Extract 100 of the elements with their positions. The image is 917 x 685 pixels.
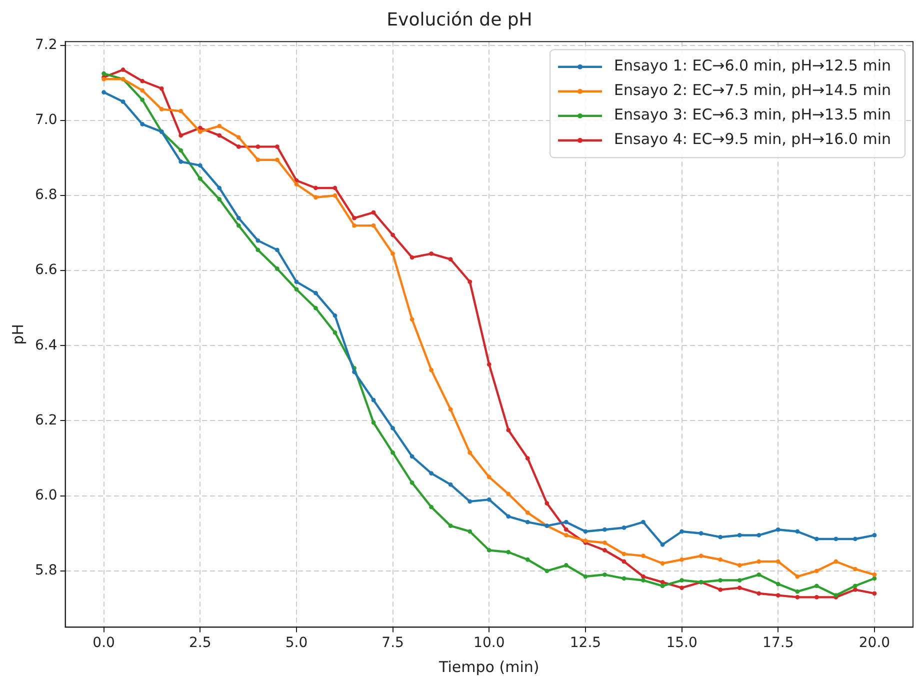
point — [371, 398, 376, 402]
point — [410, 317, 414, 322]
point — [814, 584, 819, 588]
point — [468, 280, 472, 284]
point — [217, 124, 222, 128]
point — [352, 223, 356, 228]
point — [332, 186, 338, 190]
point — [872, 572, 877, 577]
point — [622, 552, 626, 556]
point — [525, 520, 530, 524]
point — [660, 542, 665, 547]
point — [429, 471, 434, 476]
point — [314, 306, 318, 310]
point — [795, 594, 800, 600]
point — [680, 557, 684, 562]
y-tick-label: 6.4 — [35, 337, 58, 354]
point — [525, 456, 530, 460]
point — [410, 480, 414, 485]
point — [737, 563, 742, 568]
point — [506, 514, 511, 519]
point — [641, 554, 646, 558]
point — [332, 330, 338, 335]
point — [486, 548, 492, 552]
point — [468, 499, 472, 504]
point — [468, 529, 472, 534]
point — [486, 497, 492, 502]
point — [834, 536, 838, 542]
point — [602, 548, 607, 552]
y-tick-label: 7.0 — [35, 112, 58, 128]
point — [236, 223, 241, 228]
point — [198, 129, 202, 134]
point — [506, 428, 511, 432]
point — [583, 574, 588, 579]
point — [120, 68, 126, 72]
point — [718, 578, 723, 582]
legend-label: Ensayo 2: EC→7.5 min, pH→14.5 min — [614, 81, 892, 100]
point — [352, 370, 356, 374]
point — [314, 290, 318, 296]
point — [776, 527, 780, 532]
point — [756, 572, 762, 577]
point — [217, 133, 222, 138]
x-tick-label: 20.0 — [858, 635, 890, 652]
point — [314, 186, 318, 190]
point — [448, 482, 453, 487]
point — [178, 133, 184, 138]
point — [872, 533, 877, 538]
point — [814, 568, 819, 574]
point — [641, 574, 646, 579]
point — [448, 407, 453, 412]
point — [390, 450, 395, 455]
point — [641, 578, 646, 582]
point — [332, 193, 338, 198]
point — [737, 586, 742, 590]
point — [795, 574, 800, 579]
point — [564, 533, 568, 538]
point — [332, 313, 338, 318]
point — [776, 582, 780, 586]
y-axis-title: pH — [8, 324, 27, 345]
point — [275, 158, 280, 162]
point — [102, 71, 106, 76]
point — [698, 554, 704, 558]
point — [217, 197, 222, 202]
point — [275, 266, 280, 271]
point — [544, 568, 550, 574]
point — [622, 576, 626, 581]
point — [410, 255, 414, 260]
chart-title: Evolución de pH — [386, 9, 532, 30]
point — [544, 501, 550, 506]
point — [198, 176, 202, 181]
point — [814, 536, 819, 542]
point — [294, 280, 299, 284]
point — [853, 566, 858, 572]
y-tick-label: 7.2 — [35, 36, 58, 53]
point — [622, 526, 626, 530]
legend-label: Ensayo 4: EC→9.5 min, pH→16.0 min — [614, 130, 892, 148]
point — [795, 589, 800, 594]
point — [795, 529, 800, 534]
point — [872, 591, 877, 596]
point — [853, 584, 858, 588]
point — [756, 591, 762, 596]
point — [371, 223, 376, 228]
point — [680, 529, 684, 534]
point — [102, 90, 106, 94]
point — [371, 420, 376, 425]
point — [853, 587, 858, 592]
point — [448, 257, 453, 262]
point — [294, 182, 299, 186]
point — [256, 248, 260, 252]
y-tick-label: 6.8 — [35, 187, 58, 204]
point — [602, 527, 607, 532]
point — [178, 160, 184, 164]
point — [468, 450, 472, 455]
point — [140, 122, 145, 126]
point — [390, 426, 395, 430]
point — [756, 559, 762, 564]
point — [256, 238, 260, 243]
point — [275, 248, 280, 252]
point — [641, 520, 646, 524]
point — [814, 594, 819, 600]
legend-label: Ensayo 1: EC→6.0 min, pH→12.5 min — [614, 56, 892, 75]
